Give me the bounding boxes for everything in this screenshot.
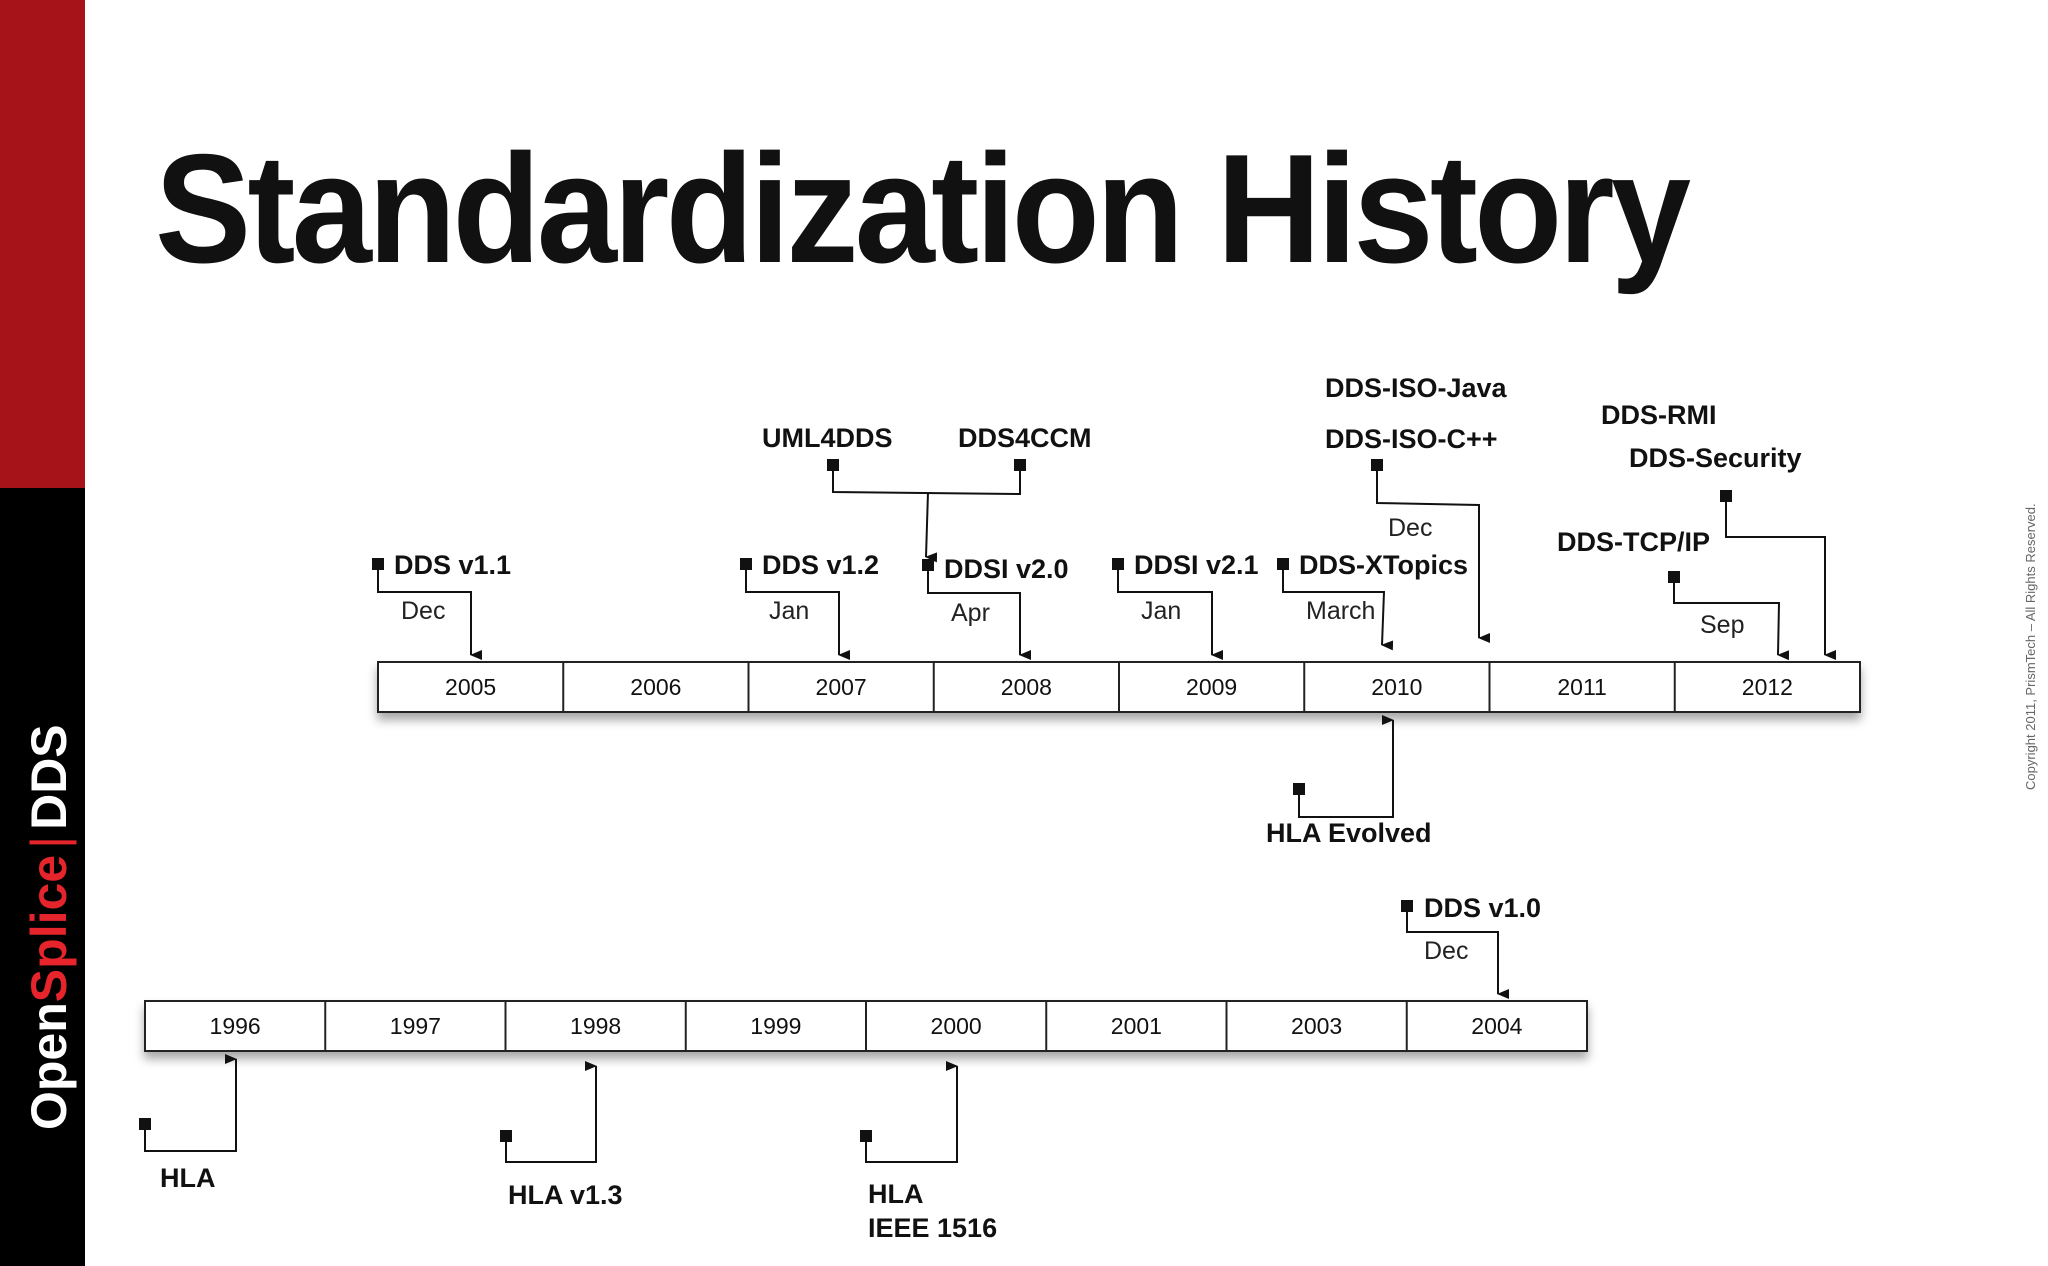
marker-ddsi-v21: [1112, 558, 1124, 570]
marker-dds-v11: [372, 558, 384, 570]
lower-connectors: [144, 906, 1509, 1163]
label-dds-iso-cpp: DDS-ISO-C++: [1325, 424, 1498, 454]
month-dds-tcp-ip: Sep: [1700, 611, 1744, 639]
lower-year-2004: 2004: [1471, 1013, 1522, 1039]
marker-dds-xtopics: [1277, 558, 1289, 570]
lower-year-2000: 2000: [931, 1013, 982, 1039]
label-dds-v10: DDS v1.0: [1424, 893, 1541, 923]
lower-event-labels: DDS v1.0 Dec HLA HLA v1.3 HLA IEEE 1516: [160, 893, 1541, 1243]
connector-dds-v11: [377, 564, 482, 660]
event-markers: [139, 459, 1732, 1142]
month-ddsi-v20: Apr: [951, 599, 990, 627]
connector-dds-security: [1725, 496, 1836, 660]
marker-dds-v12: [740, 558, 752, 570]
label-dds-v11: DDS v1.1: [394, 550, 511, 580]
month-dds-v10: Dec: [1424, 937, 1468, 965]
month-dds-v12: Jan: [769, 597, 809, 625]
lower-year-2003: 2003: [1291, 1013, 1342, 1039]
lower-year-2001: 2001: [1111, 1013, 1162, 1039]
label-dds-security: DDS-Security: [1629, 443, 1802, 473]
connector-hla-evolved: [1298, 715, 1394, 818]
label-dds-tcp-ip: DDS-TCP/IP: [1557, 527, 1710, 557]
label-hla-ieee-line1: HLA: [868, 1179, 924, 1209]
upper-year-cells: 2005 2006 2007 2008 2009 2010 2011 2012: [445, 662, 1793, 712]
connector-uml4dds-dds4ccm: [832, 465, 1021, 496]
label-ddsi-v21: DDSI v2.1: [1134, 550, 1259, 580]
month-dds-iso: Dec: [1388, 514, 1432, 542]
lower-year-1996: 1996: [210, 1013, 261, 1039]
connector-dds-v12: [745, 564, 850, 660]
connector-ddsi-v21: [1117, 564, 1223, 660]
upper-year-2009: 2009: [1186, 674, 1237, 700]
connector-dds-xtopics: [1282, 564, 1394, 651]
month-dds-v11: Dec: [401, 597, 445, 625]
lower-year-1999: 1999: [750, 1013, 801, 1039]
month-dds-xtopics: March: [1306, 597, 1375, 625]
lower-year-1998: 1998: [570, 1013, 621, 1039]
connector-dds-v10: [1406, 906, 1509, 999]
marker-dds4ccm: [1014, 459, 1026, 471]
marker-hla-ieee: [860, 1130, 872, 1142]
upper-event-labels: DDS v1.1 Dec DDS v1.2 Jan UML4DDS DDS4CC…: [394, 373, 1802, 848]
label-uml4dds: UML4DDS: [762, 423, 893, 453]
label-dds-iso-java: DDS-ISO-Java: [1325, 373, 1508, 403]
connector-dds-iso: [1376, 465, 1490, 643]
upper-year-2010: 2010: [1371, 674, 1422, 700]
connector-hla-v13: [505, 1061, 597, 1163]
marker-dds-v10: [1401, 900, 1413, 912]
upper-year-2008: 2008: [1001, 674, 1052, 700]
label-ddsi-v20: DDSI v2.0: [944, 554, 1069, 584]
lower-timeline: 1996 1997 1998 1999 2000 2001 2003 2004: [144, 1000, 1588, 1052]
marker-dds-iso: [1371, 459, 1383, 471]
label-dds-rmi: DDS-RMI: [1601, 400, 1717, 430]
marker-hla-evolved: [1293, 783, 1305, 795]
month-ddsi-v21: Jan: [1141, 597, 1181, 625]
label-hla-v13: HLA v1.3: [508, 1180, 623, 1210]
connector-to-ddsi-v20: [925, 491, 938, 563]
label-hla-evolved: HLA Evolved: [1266, 818, 1432, 848]
upper-timeline: 2005 2006 2007 2008 2009 2010 2011 2012: [377, 661, 1861, 713]
lower-year-1997: 1997: [390, 1013, 441, 1039]
connector-hla: [144, 1054, 237, 1152]
sidebar-black-band: [0, 488, 85, 1266]
marker-dds-tcp-ip: [1668, 571, 1680, 583]
label-hla-ieee-line2: IEEE 1516: [868, 1213, 997, 1243]
label-dds-v12: DDS v1.2: [762, 550, 879, 580]
upper-year-2007: 2007: [816, 674, 867, 700]
page-title: Standardization History: [155, 122, 1691, 295]
connector-dds-tcp-ip: [1673, 577, 1790, 661]
sidebar-red-band: [0, 0, 85, 488]
lower-year-cells: 1996 1997 1998 1999 2000 2001 2003 2004: [210, 1001, 1523, 1051]
label-hla: HLA: [160, 1163, 216, 1193]
label-dds-xtopics: DDS-XTopics: [1299, 550, 1468, 580]
connector-hla-ieee: [865, 1061, 958, 1163]
marker-uml4dds: [827, 459, 839, 471]
marker-hla: [139, 1118, 151, 1130]
upper-connectors: [377, 465, 1836, 818]
label-dds4ccm: DDS4CCM: [958, 423, 1092, 453]
upper-year-2012: 2012: [1742, 674, 1793, 700]
marker-ddsi-v20: [922, 559, 934, 571]
marker-hla-v13: [500, 1130, 512, 1142]
upper-year-2005: 2005: [445, 674, 496, 700]
upper-year-2011: 2011: [1557, 674, 1606, 700]
marker-dds-security: [1720, 490, 1732, 502]
connector-ddsi-v20: [927, 565, 1031, 660]
upper-year-2006: 2006: [630, 674, 681, 700]
